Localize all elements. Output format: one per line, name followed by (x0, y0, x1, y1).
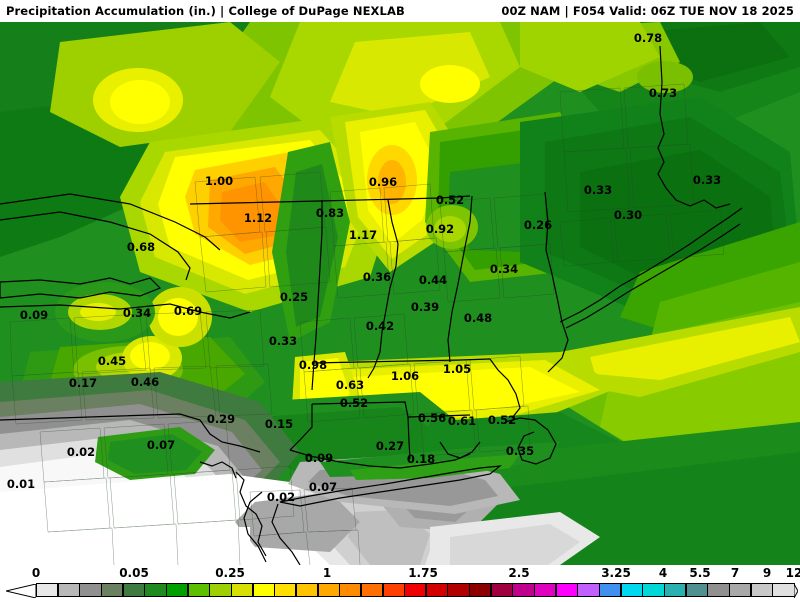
precipitation-map[interactable]: 0.78 0.73 1.00 0.96 0.33 0.33 1.12 0.83 0.52 0.26… (0, 22, 800, 565)
colorbar-swatch (620, 583, 643, 597)
colorbar-swatch (252, 583, 275, 597)
colorbar-swatch (707, 583, 730, 597)
colorbar-swatch (534, 583, 557, 597)
colorbar-swatch (339, 583, 362, 597)
colorbar-swatch (577, 583, 600, 597)
colorbar-tick: 1.75 (408, 566, 438, 580)
colorbar-swatch (360, 583, 384, 597)
colorbar-swatch (729, 583, 752, 597)
colorbar-swatch (772, 583, 795, 597)
colorbar-swatch (642, 583, 665, 597)
colorbar-tick: 0 (31, 566, 41, 580)
colorbar-swatch (165, 583, 189, 597)
colorbar-swatch (230, 583, 254, 597)
colorbar-swatch (555, 583, 579, 597)
product-title: Precipitation Accumulation (in.) | Colle… (6, 4, 405, 18)
colorbar-swatch (274, 583, 297, 597)
colorbar-tick: 0.05 (119, 566, 149, 580)
colorbar-swatch (122, 583, 145, 597)
colorbar-tick: 0.25 (215, 566, 245, 580)
colorbar-swatch (295, 583, 319, 597)
colorbar-swatch (750, 583, 773, 597)
colorbar-swatch (382, 583, 405, 597)
colorbar-swatch (79, 583, 102, 597)
colorbar-tick-labels: 0 0.05 0.25 1 1.75 2.5 3.25 4 5.5 7 9 12 (0, 565, 800, 582)
colorbar-swatch (664, 583, 687, 597)
colorbar-swatch (57, 583, 80, 597)
colorbar-tick: 5.5 (689, 566, 711, 580)
colorbar-tick: 7 (730, 566, 740, 580)
colorbar-left-arrow (5, 583, 37, 599)
colorbar-swatch (144, 583, 167, 597)
model-run-valid-time: 00Z NAM | F054 Valid: 06Z TUE NOV 18 202… (501, 4, 794, 18)
colorbar-tick: 1 (322, 566, 332, 580)
colorbar-swatch (469, 583, 492, 597)
colorbar-tick: 12 (785, 566, 800, 580)
contour-fill-layer (0, 22, 800, 565)
colorbar-tick: 9 (762, 566, 772, 580)
colorbar-swatch (447, 583, 470, 597)
colorbar-tick: 3.25 (601, 566, 631, 580)
header-bar: Precipitation Accumulation (in.) | Colle… (0, 0, 800, 22)
colorbar: 0 0.05 0.25 1 1.75 2.5 3.25 4 5.5 7 9 12 (0, 565, 800, 600)
colorbar-right-arrow (793, 582, 799, 600)
colorbar-swatch (512, 583, 535, 597)
colorbar-swatch (100, 583, 124, 597)
colorbar-swatch (317, 583, 340, 597)
colorbar-swatch-strip (0, 582, 800, 600)
colorbar-swatch (685, 583, 708, 597)
colorbar-swatch (599, 583, 622, 597)
colorbar-swatch (490, 583, 514, 597)
colorbar-swatch (404, 583, 427, 597)
colorbar-tick: 2.5 (508, 566, 530, 580)
colorbar-swatch (36, 583, 59, 597)
colorbar-tick: 4 (658, 566, 668, 580)
colorbar-swatch (425, 583, 449, 597)
colorbar-swatch (187, 583, 210, 597)
colorbar-swatch (209, 583, 232, 597)
